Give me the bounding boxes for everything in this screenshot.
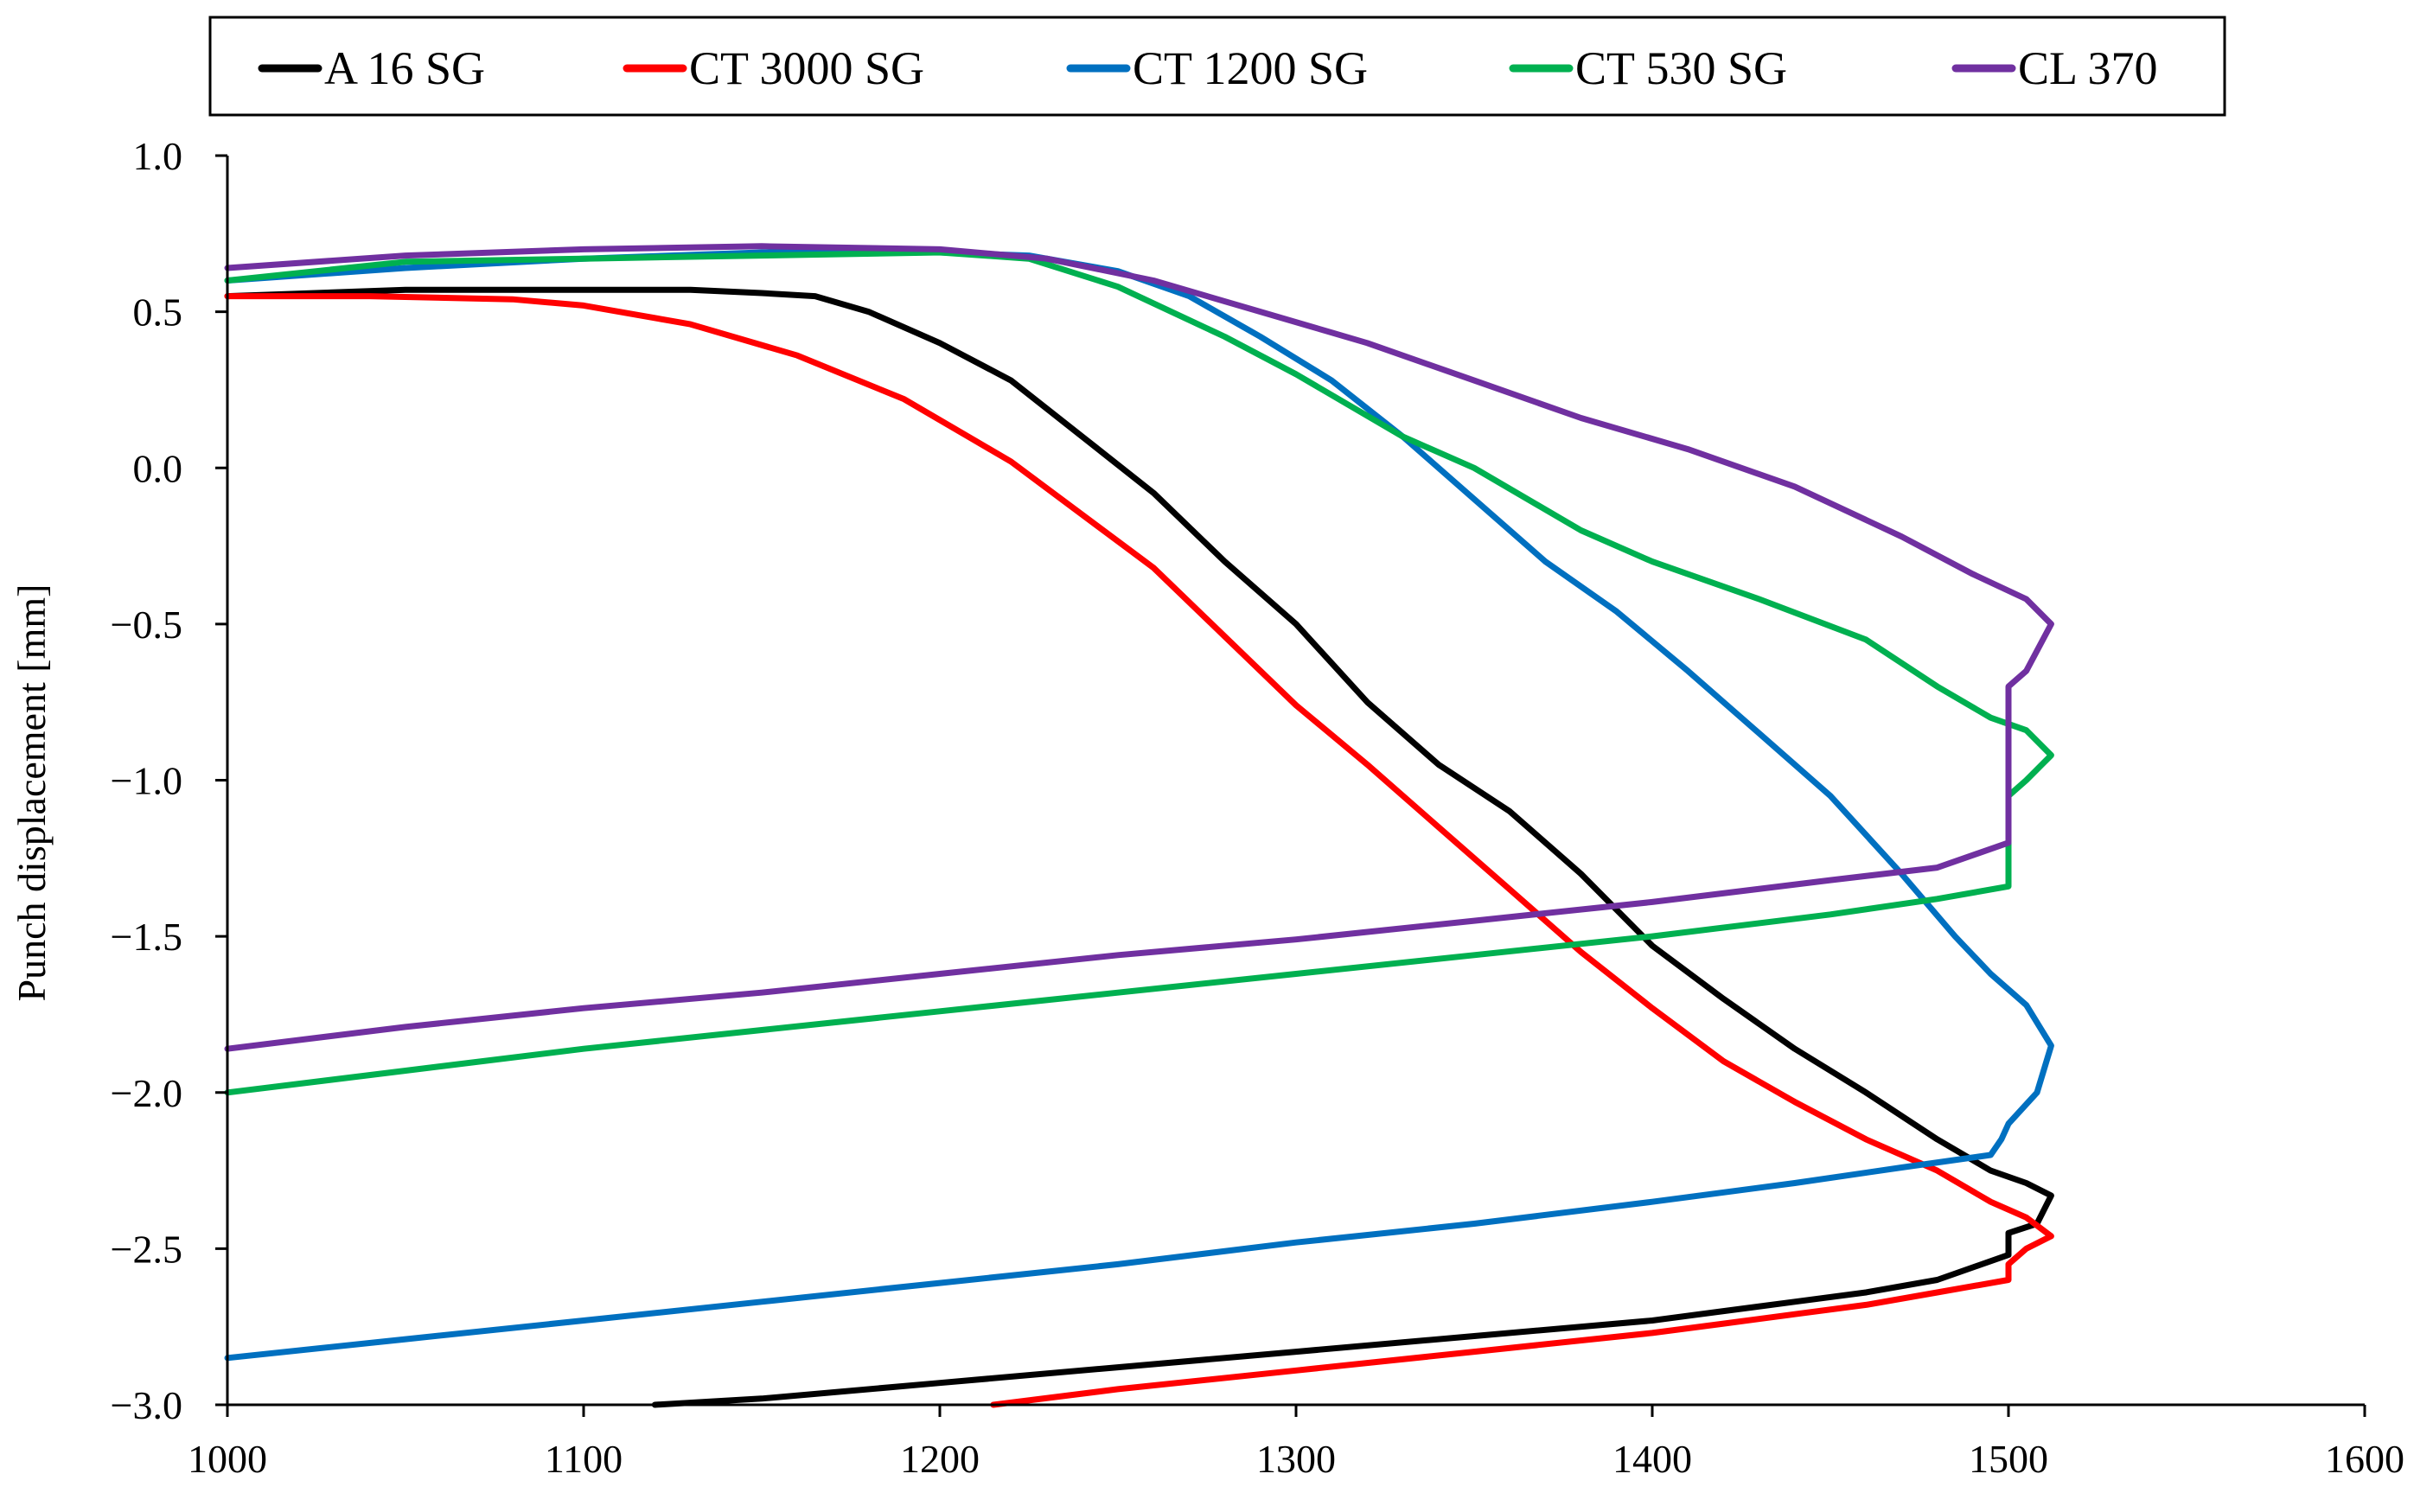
x-tick-label: 1500	[1969, 1437, 2048, 1481]
y-tick-label: 0.0	[133, 446, 183, 490]
legend-label: CT 530 SG	[1575, 42, 1787, 94]
legend-label: A 16 SG	[324, 42, 485, 94]
x-tick-label: 1000	[188, 1437, 267, 1481]
legend: A 16 SG CT 3000 SG CT 1200 SG CT 530 SG CL 3…	[208, 16, 2226, 117]
y-tick-label: −0.5	[111, 603, 182, 647]
series-lines	[224, 243, 2054, 1408]
y-tick-label: 1.0	[133, 134, 183, 178]
legend-label: CT 3000 SG	[689, 42, 924, 94]
y-tick-label: −3.0	[111, 1383, 182, 1427]
y-axis-title: Punch displacement [mm]	[10, 584, 54, 1002]
y-tick-label: −2.0	[111, 1071, 182, 1115]
legend-box	[208, 16, 2226, 117]
y-tick-label: −2.5	[111, 1227, 182, 1271]
series-line-ct-3000-sg	[224, 293, 2054, 1408]
x-tick-label: 1200	[900, 1437, 980, 1481]
x-tick-label: 1300	[1256, 1437, 1336, 1481]
series-line-a-16-sg	[224, 286, 2054, 1408]
x-tick-label: 1600	[2325, 1437, 2404, 1481]
y-tick-label: −1.5	[111, 915, 182, 959]
legend-label: CT 1200 SG	[1133, 42, 1368, 94]
legend-label: CL 370	[2018, 42, 2158, 94]
axes	[215, 154, 2366, 1417]
y-tick-label: 0.5	[133, 290, 183, 335]
x-tick-label: 1400	[1612, 1437, 1692, 1481]
series-line-cl-370	[224, 243, 2054, 1052]
y-tick-label: −1.0	[111, 759, 182, 803]
x-tick-label: 1100	[545, 1437, 623, 1481]
